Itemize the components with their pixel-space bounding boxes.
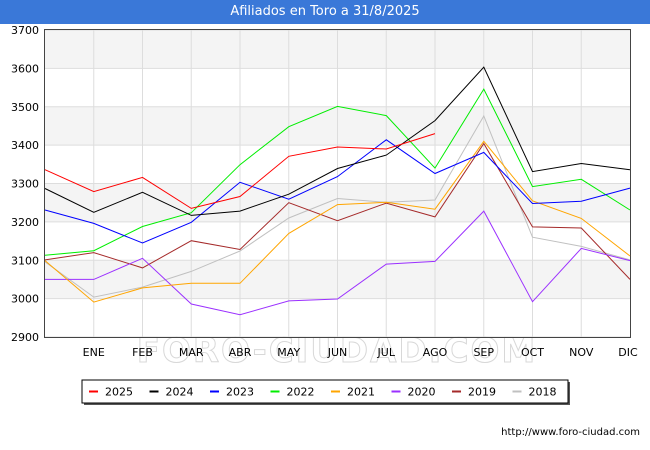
legend-label-2023: 2023	[226, 386, 254, 399]
y-tick-label: 3200	[11, 216, 39, 229]
legend-label-2024: 2024	[166, 386, 194, 399]
plot-frame	[44, 29, 631, 338]
series-line-2020	[45, 210, 631, 316]
legend-label-2020: 2020	[408, 386, 436, 399]
series-line-2023	[44, 139, 631, 244]
series-line-2019	[44, 142, 631, 280]
y-tick-label: 2900	[11, 331, 39, 344]
y-tick-label: 3400	[11, 139, 39, 152]
x-tick-label: ABR	[229, 346, 252, 359]
x-tick-label: SEP	[473, 346, 494, 359]
y-tick-label: 3100	[11, 254, 39, 267]
x-tick-label: FEB	[132, 346, 153, 359]
legend-label-2021: 2021	[347, 386, 375, 399]
y-tick-label: 3300	[11, 178, 39, 191]
footer-url[interactable]: http://www.foro-ciudad.com	[501, 427, 640, 438]
legend-label-2019: 2019	[468, 386, 496, 399]
legend: 2025 2024 2023 2022 2021 2020 2019 2018	[81, 379, 570, 405]
series-line-2025	[44, 133, 436, 209]
x-tick-label: NOV	[569, 346, 594, 359]
series-lines	[44, 66, 631, 316]
x-axis-tick-labels: ENE FEB MAR ABR MAY JUN JUL AGO SEP OCT NOV DIC	[83, 346, 638, 359]
x-tick-label: MAR	[179, 346, 204, 359]
y-axis-tick-labels: 2900 3000 3100 3200 3300 3400 3500 3600 3700	[11, 24, 39, 344]
x-tick-label: DIC	[618, 346, 638, 359]
x-tick-label: OCT	[521, 346, 544, 359]
legend-label-2025: 2025	[105, 386, 133, 399]
y-tick-label: 3000	[11, 293, 39, 306]
y-tick-label: 3600	[11, 62, 39, 75]
y-tick-label: 3500	[11, 101, 39, 114]
x-tick-label: MAY	[277, 346, 300, 359]
series-line-2018	[44, 114, 631, 298]
legend-box	[81, 379, 569, 404]
x-tick-label: JUN	[327, 346, 348, 359]
series-line-2021	[44, 140, 631, 303]
series-line-2024	[44, 66, 631, 216]
series-line-2022	[44, 88, 631, 256]
x-tick-label: JUL	[377, 346, 396, 359]
chart-title: Afiliados en Toro a 31/8/2025	[0, 0, 650, 24]
x-tick-label: ENE	[83, 346, 105, 359]
legend-label-2022: 2022	[287, 386, 315, 399]
legend-label-2018: 2018	[529, 386, 557, 399]
y-tick-label: 3700	[11, 24, 39, 37]
x-tick-label: AGO	[423, 346, 448, 359]
